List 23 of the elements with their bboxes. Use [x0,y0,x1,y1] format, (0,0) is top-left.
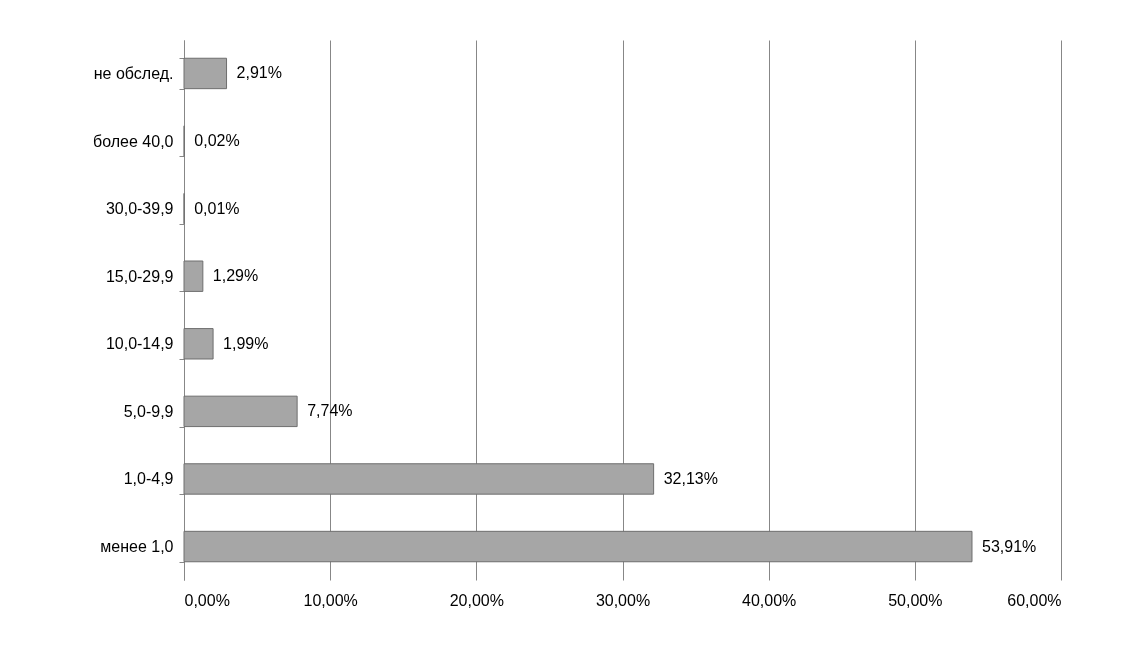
data-label: 0,02% [194,132,240,150]
x-tick-label: 0,00% [184,591,230,609]
data-label: 32,13% [663,469,718,487]
data-label: 1,29% [212,267,259,285]
y-tick-label: 15,0-29,9 [105,267,174,285]
y-tick-label: 10,0-14,9 [105,335,174,353]
y-tick-label: 1,0-4,9 [123,470,174,488]
data-label: 53,91% [981,537,1037,555]
y-tick-label: менее 1,0 [100,538,174,556]
x-tick-label: 20,00% [449,591,504,609]
data-label: 7,74% [307,402,353,420]
y-tick-label: 5,0-9,9 [123,402,174,420]
y-tick-label: не обслед. [93,64,174,82]
x-tick-label: 10,00% [303,591,358,609]
y-tick-label: 30,0-39,9 [105,200,174,218]
x-tick-label: 50,00% [888,591,943,609]
data-label: 0,01% [194,199,240,217]
x-tick-label: 40,00% [742,591,797,609]
data-label: 1,99% [223,334,269,352]
y-tick-label: более 40,0 [93,132,174,150]
data-label: 2,91% [236,64,282,82]
x-tick-label: 30,00% [595,591,651,609]
x-tick-label: 60,00% [1007,591,1062,609]
